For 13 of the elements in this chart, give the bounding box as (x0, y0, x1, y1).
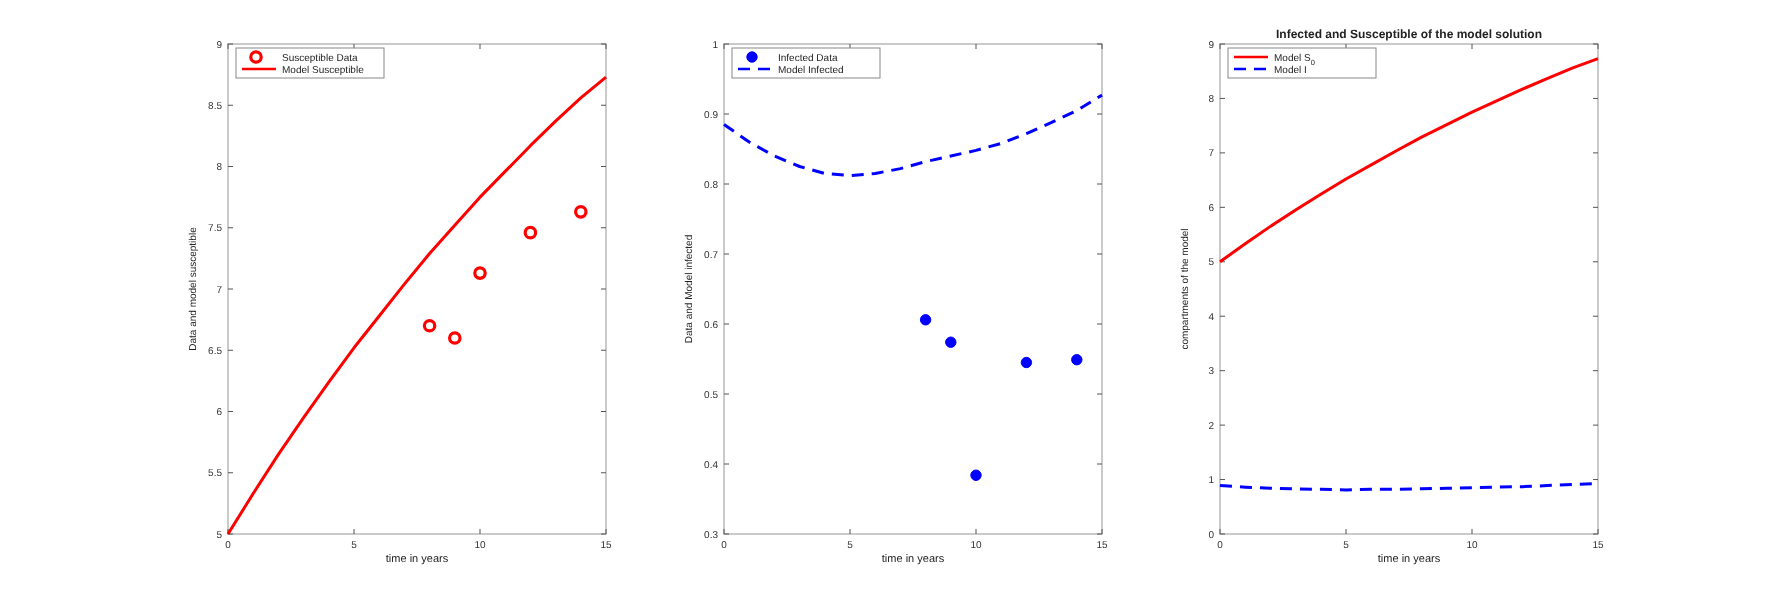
point (1071, 354, 1083, 366)
point (574, 205, 588, 219)
point (945, 336, 957, 348)
point (919, 314, 932, 326)
point (422, 318, 437, 333)
point (448, 331, 462, 345)
line-series (1218, 57, 1600, 264)
point (473, 266, 487, 280)
point (970, 469, 982, 481)
point (1020, 356, 1033, 369)
line-series (722, 93, 1104, 178)
line-series (226, 75, 608, 536)
point (523, 225, 538, 240)
